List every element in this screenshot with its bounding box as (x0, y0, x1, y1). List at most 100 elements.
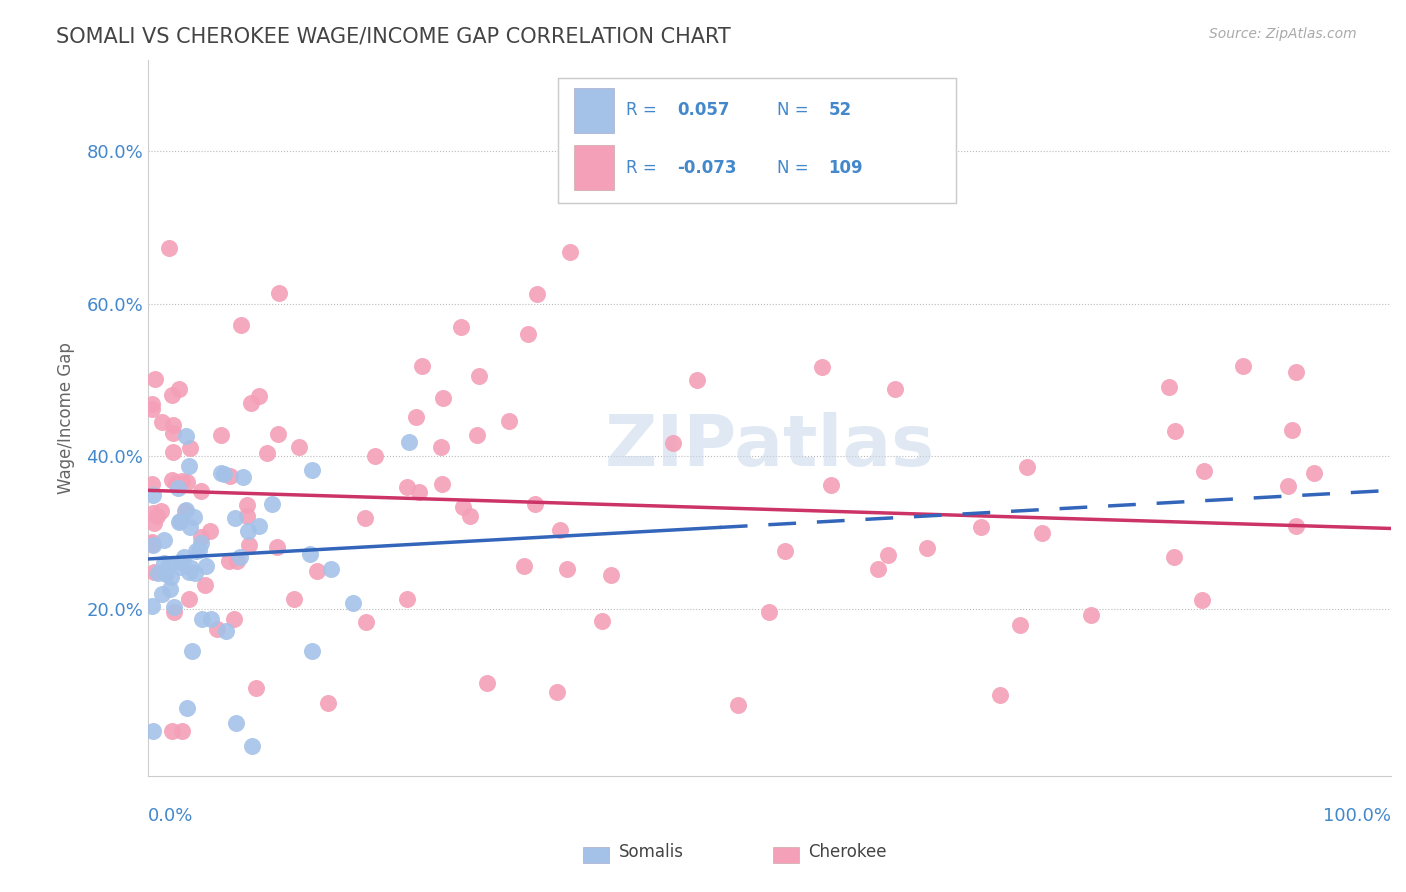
Point (141, 599, 163, 613)
Text: SOMALI VS CHEROKEE WAGE/INCOME GAP CORRELATION CHART: SOMALI VS CHEROKEE WAGE/INCOME GAP CORRE… (56, 27, 731, 46)
Point (868, 562, 890, 576)
Point (1163, 550, 1185, 565)
Point (143, 371, 166, 385)
Point (162, 444, 184, 458)
Point (184, 543, 207, 558)
Point (363, 449, 385, 463)
Point (141, 534, 163, 549)
Point (179, 458, 201, 473)
Point (150, 415, 173, 429)
Point (430, 477, 453, 491)
Point (215, 624, 238, 638)
Point (411, 359, 433, 374)
Point (226, 554, 249, 568)
Point (301, 463, 323, 477)
Point (319, 562, 342, 576)
Point (163, 605, 186, 619)
Point (142, 565, 165, 579)
Point (1031, 526, 1053, 541)
Point (142, 506, 165, 520)
Point (190, 536, 212, 550)
Point (155, 566, 177, 581)
Point (162, 418, 184, 433)
Point (301, 644, 323, 658)
Point (198, 524, 221, 538)
Point (915, 541, 938, 555)
Point (548, 523, 571, 537)
Point (267, 286, 290, 301)
Point (173, 550, 195, 565)
Point (1194, 464, 1216, 478)
Point (172, 723, 194, 738)
Point (396, 480, 419, 494)
Text: 100.0%: 100.0% (1323, 806, 1391, 825)
Point (236, 524, 259, 538)
Point (820, 478, 842, 492)
Point (218, 468, 240, 483)
Point (165, 475, 187, 490)
Point (143, 516, 166, 530)
Point (162, 426, 184, 441)
Point (225, 715, 247, 730)
Point (218, 554, 240, 568)
Point (240, 739, 263, 753)
Point (209, 427, 232, 442)
Point (170, 555, 193, 569)
Point (429, 440, 451, 454)
Point (256, 445, 278, 459)
Point (184, 566, 207, 580)
Point (166, 481, 188, 495)
Point (142, 488, 165, 502)
Point (174, 504, 197, 518)
Point (408, 485, 430, 500)
Point (212, 467, 235, 482)
Point (1281, 423, 1303, 437)
Point (180, 560, 202, 574)
Point (591, 615, 613, 629)
Point (970, 520, 993, 534)
Point (141, 537, 163, 551)
Point (283, 592, 305, 607)
Point (342, 596, 364, 610)
Point (1008, 617, 1031, 632)
Point (1232, 359, 1254, 373)
Point (307, 564, 329, 578)
Point (169, 560, 191, 574)
Point (200, 612, 222, 626)
Text: Cherokee: Cherokee (808, 843, 887, 861)
Point (599, 568, 621, 582)
Point (229, 549, 252, 564)
Point (183, 509, 205, 524)
Point (405, 410, 427, 425)
Point (159, 582, 181, 596)
Point (141, 397, 163, 411)
Point (1302, 466, 1324, 480)
Point (238, 538, 260, 552)
Point (266, 541, 288, 555)
Point (288, 440, 311, 454)
Point (513, 559, 536, 574)
Point (163, 599, 186, 614)
Point (209, 466, 232, 480)
Point (157, 241, 180, 255)
Point (174, 429, 197, 443)
Point (187, 543, 209, 558)
Point (176, 700, 198, 714)
Point (177, 592, 200, 607)
Point (773, 544, 796, 558)
Point (157, 558, 180, 572)
Point (170, 474, 193, 488)
Point (1285, 519, 1308, 533)
Point (245, 681, 267, 695)
Point (555, 562, 578, 576)
Point (1164, 424, 1187, 438)
Text: 0.0%: 0.0% (148, 806, 194, 825)
Text: Somalis: Somalis (619, 843, 683, 861)
Text: ZIPatlas: ZIPatlas (605, 412, 935, 481)
Point (146, 509, 169, 524)
Point (662, 435, 685, 450)
Point (516, 326, 538, 341)
Point (1080, 607, 1102, 622)
Point (1017, 460, 1039, 475)
Point (224, 510, 246, 524)
